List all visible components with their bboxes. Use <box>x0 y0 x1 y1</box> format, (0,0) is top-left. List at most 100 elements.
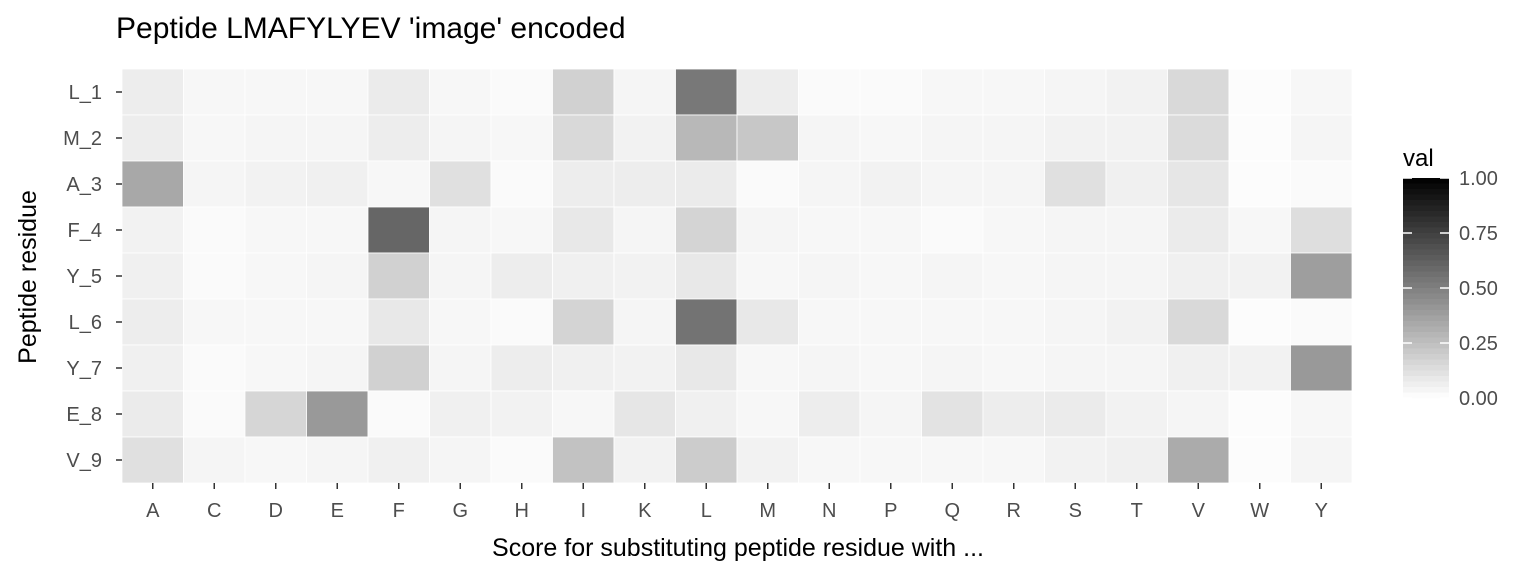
colorbar-segment <box>1403 277 1449 284</box>
heatmap-cell <box>552 390 615 438</box>
colorbar-segment <box>1403 271 1449 278</box>
x-tick-label: G <box>452 500 468 522</box>
heatmap-cell <box>736 298 799 346</box>
colorbar-segment <box>1403 178 1449 185</box>
heatmap-cell <box>736 344 799 392</box>
y-tick-label: L_1 <box>69 82 102 104</box>
heatmap-cell <box>429 436 492 484</box>
heatmap-cell <box>798 344 861 392</box>
heatmap-cell <box>675 436 738 484</box>
colorbar-segment <box>1403 194 1449 201</box>
colorbar-segment <box>1403 222 1449 229</box>
heatmap-cell <box>859 390 922 438</box>
legend-tick-label: 1.00 <box>1459 168 1498 190</box>
colorbar-segment <box>1403 266 1449 273</box>
heatmap-cell <box>1105 206 1168 254</box>
heatmap-cell <box>1044 298 1107 346</box>
heatmap-cell <box>121 344 184 392</box>
heatmap-cell <box>367 344 430 392</box>
heatmap-cell <box>1105 298 1168 346</box>
heatmap-cell <box>244 298 307 346</box>
heatmap-cell <box>1228 68 1291 116</box>
y-axis-title: Peptide residue <box>14 190 42 364</box>
heatmap-cell <box>1167 68 1230 116</box>
heatmap-cell <box>1167 206 1230 254</box>
heatmap-cell <box>736 252 799 300</box>
y-tick-label: L_6 <box>69 312 102 334</box>
colorbar-segment <box>1403 227 1449 234</box>
heatmap-cell <box>306 206 369 254</box>
heatmap-cell <box>244 114 307 162</box>
heatmap-cell <box>121 390 184 438</box>
heatmap-cell <box>1167 114 1230 162</box>
heatmap-cell <box>921 344 984 392</box>
heatmap-cell <box>859 298 922 346</box>
x-tick-label: Y <box>1315 500 1328 522</box>
x-tick-label: W <box>1250 500 1269 522</box>
heatmap-cell <box>1105 390 1168 438</box>
heatmap-cell <box>367 252 430 300</box>
heatmap-cell <box>613 298 676 346</box>
heatmap-cell <box>1290 68 1353 116</box>
heatmap-cell <box>1290 114 1353 162</box>
legend-tick-label: 0.00 <box>1459 388 1498 410</box>
heatmap-cell <box>1228 206 1291 254</box>
heatmap-cell <box>1228 114 1291 162</box>
colorbar-segment <box>1403 365 1449 372</box>
heatmap-cell <box>183 436 246 484</box>
heatmap-cell <box>675 160 738 208</box>
heatmap-cell <box>367 114 430 162</box>
legend-tick-label: 0.50 <box>1459 278 1498 300</box>
colorbar-segment <box>1403 260 1449 267</box>
heatmap-cell <box>490 390 553 438</box>
x-tick-label: S <box>1069 500 1082 522</box>
heatmap-cell <box>1167 436 1230 484</box>
heatmap-cell <box>1044 344 1107 392</box>
heatmap-cell <box>1290 436 1353 484</box>
heatmap-cell <box>1105 436 1168 484</box>
chart-title: Peptide LMAFYLYEV 'image' encoded <box>116 12 626 45</box>
heatmap-cell <box>736 160 799 208</box>
heatmap-cell <box>429 252 492 300</box>
legend-title: val <box>1403 145 1434 172</box>
heatmap-cell <box>306 114 369 162</box>
heatmap-cell <box>183 68 246 116</box>
heatmap-cell <box>859 344 922 392</box>
heatmap-cell <box>921 68 984 116</box>
heatmap-cell <box>798 206 861 254</box>
heatmap-cell <box>306 252 369 300</box>
heatmap-cell <box>1044 68 1107 116</box>
heatmap-cell <box>490 68 553 116</box>
heatmap-cell <box>306 298 369 346</box>
colorbar-segment <box>1403 255 1449 262</box>
heatmap-cell <box>613 68 676 116</box>
heatmap-cell <box>183 298 246 346</box>
y-tick-label: A_3 <box>66 174 102 196</box>
heatmap-cell <box>613 114 676 162</box>
heatmap-cell <box>859 252 922 300</box>
heatmap-cell <box>1167 390 1230 438</box>
heatmap-cell <box>798 390 861 438</box>
heatmap-cell <box>183 206 246 254</box>
heatmap-cell <box>367 436 430 484</box>
heatmap-cell <box>121 206 184 254</box>
x-tick-label: K <box>638 500 652 522</box>
x-tick-label: Q <box>944 500 960 522</box>
heatmap-cell <box>1044 390 1107 438</box>
colorbar-segment <box>1403 293 1449 300</box>
x-tick-label: I <box>580 500 586 522</box>
heatmap-cell <box>1228 344 1291 392</box>
colorbar-segment <box>1403 238 1449 245</box>
colorbar-segment <box>1403 359 1449 366</box>
colorbar-segment <box>1403 211 1449 218</box>
heatmap-cell <box>1228 252 1291 300</box>
heatmap-cell <box>675 68 738 116</box>
colorbar-segment <box>1403 233 1449 240</box>
colorbar-segment <box>1403 288 1449 295</box>
heatmap-cell <box>675 206 738 254</box>
colorbar-segment <box>1403 326 1449 333</box>
colorbar-segment <box>1403 216 1449 223</box>
heatmap-cell <box>798 252 861 300</box>
heatmap-cell <box>798 160 861 208</box>
heatmap-cell <box>244 252 307 300</box>
